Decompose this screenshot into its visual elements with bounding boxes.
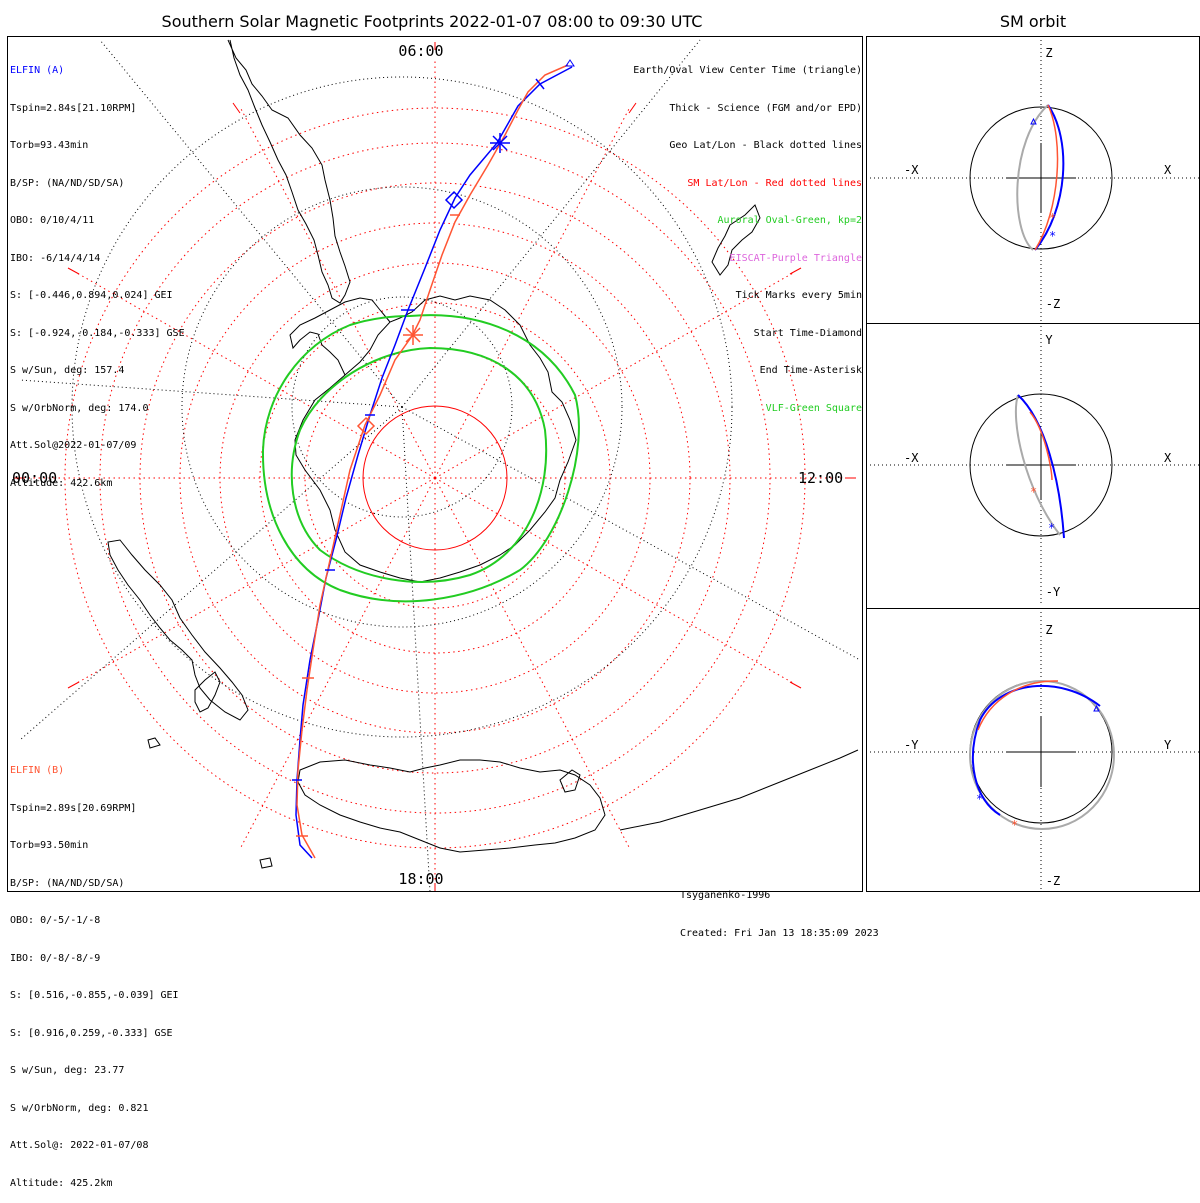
- panel-yz-left-label: -Y: [904, 738, 919, 752]
- view-center-triangle: [565, 59, 575, 67]
- sm-orbit-title: SM orbit: [999, 12, 1067, 31]
- elfin-a-line: IBO: -6/14/4/14: [10, 252, 101, 264]
- islands-coastline: [619, 749, 859, 831]
- elfin-a-line: Altitude: 422.6km: [10, 477, 113, 489]
- legend-item: Geo Lat/Lon - Black dotted lines: [669, 140, 862, 151]
- elfin-b-line: Altitude: 425.2km: [10, 1177, 113, 1189]
- elfin-a-line: Att.Sol@2022-01-07/09: [10, 440, 137, 451]
- legend-item: Thick - Science (FGM and/or EPD): [669, 102, 862, 114]
- elfin-a-line: Tspin=2.84s[21.10RPM]: [10, 102, 137, 114]
- plot-canvas: 06:00 00:00 12:00 18:00 * * Z -Z -X X * …: [12, 39, 1200, 891]
- svg-text:*: *: [1049, 229, 1056, 243]
- elfin-b-line: S w/OrbNorm, deg: 0.821: [10, 1102, 149, 1114]
- elfin-a-line: S w/OrbNorm, deg: 174.0: [10, 402, 149, 414]
- geo-grid: [19, 39, 861, 891]
- south-america-coastline: [227, 39, 351, 304]
- panel-xz-bottom-label: -Z: [1046, 297, 1060, 311]
- elfin-b-line: S: [0.916,0.259,-0.333] GSE: [10, 1027, 173, 1039]
- orbit-panel-yz: * *: [866, 612, 1200, 890]
- sm-meridians: [20, 60, 850, 891]
- panel-xy-left-label: -X: [904, 451, 919, 465]
- elfin-a-line: S w/Sun, deg: 157.4: [10, 365, 125, 376]
- panel-xz-right-label: X: [1164, 163, 1172, 177]
- auroral-oval-inner: [290, 346, 548, 583]
- credit-block: Tsyganenko-1996 Created: Fri Jan 13 18:3…: [680, 865, 879, 953]
- panel-xy-right-label: X: [1164, 451, 1172, 465]
- legend-item: Tick Marks every 5min: [735, 290, 862, 301]
- elfin-a-tick-marks: [292, 78, 545, 781]
- panel-yz-bottom-label: -Z: [1046, 874, 1060, 888]
- legend-item: VLF-Green Square: [765, 402, 862, 414]
- sm-inner-circle: [362, 405, 508, 551]
- elfin-a-line: S: [-0.446,0.894,0.024] GEI: [10, 290, 173, 301]
- mlt-label-bottom: 18:00: [398, 870, 443, 888]
- svg-text:*: *: [1049, 211, 1056, 225]
- elfin-b-line: S: [0.516,-0.855,-0.039] GEI: [10, 990, 179, 1001]
- southern-islands: [147, 737, 273, 869]
- tasmania-coastline: [559, 769, 581, 793]
- elfin-b-line: Torb=93.50min: [10, 840, 89, 851]
- svg-text:*: *: [976, 792, 983, 806]
- legend-item: End Time-Asterisk: [759, 365, 862, 376]
- elfin-a-line: OBO: 0/10/4/11: [10, 215, 95, 226]
- elfin-b-tick-marks: [296, 214, 460, 837]
- legend-item: EISCAT-Purple Triangle: [729, 252, 862, 264]
- elfin-a-line: Torb=93.43min: [10, 140, 89, 151]
- map-legend: Earth/Oval View Center Time (triangle) T…: [633, 40, 862, 428]
- panel-yz-top-label: Z: [1045, 623, 1052, 637]
- elfin-b-line: OBO: 0/-5/-1/-8: [10, 915, 101, 926]
- legend-item: Auroral Oval-Green, kp=2: [717, 215, 863, 226]
- sm-outer-ticks: [14, 42, 856, 891]
- elfin-a-info: ELFIN (A) Tspin=2.84s[21.10RPM] Torb=93.…: [10, 40, 185, 503]
- panel-xz-left-label: -X: [904, 163, 919, 177]
- orbit-panel-xz: * *: [866, 40, 1200, 322]
- elfin-b-start-diamond: [356, 416, 376, 436]
- elfin-a-end-asterisk: [490, 133, 510, 153]
- mlt-label-top: 06:00: [398, 42, 443, 60]
- elfin-b-name: ELFIN (B): [10, 765, 65, 776]
- credit-created: Created: Fri Jan 13 18:35:09 2023: [680, 927, 879, 939]
- footprint-map-frame: [7, 36, 863, 892]
- elfin-b-info: ELFIN (B) Tspin=2.89s[20.69RPM] Torb=93.…: [10, 740, 179, 1203]
- elfin-b-line: B/SP: (NA/ND/SD/SA): [10, 877, 125, 889]
- elfin-b-line: IBO: 0/-8/-8/-9: [10, 952, 101, 964]
- elfin-a-name: ELFIN (A): [10, 65, 65, 76]
- australia-coastline: [297, 759, 606, 853]
- africa-coastline: [107, 539, 249, 721]
- legend-item: Start Time-Diamond: [753, 327, 862, 339]
- elfin-b-end-asterisk: [403, 325, 423, 345]
- svg-text:*: *: [1011, 818, 1018, 832]
- panel-xy-bottom-label: -Y: [1046, 585, 1061, 599]
- elfin-b-line: Att.Sol@: 2022-01-07/08: [10, 1140, 149, 1151]
- elfin-a-line: S: [-0.924,-0.184,-0.333] GSE: [10, 327, 185, 339]
- elfin-a-line: B/SP: (NA/ND/SD/SA): [10, 177, 125, 189]
- panel-xz-top-label: Z: [1045, 46, 1052, 60]
- madagascar-coastline: [194, 671, 221, 713]
- credit-model: Tsyganenko-1996: [680, 890, 771, 901]
- antarctica-coastline: [294, 295, 577, 583]
- legend-item: SM Lat/Lon - Red dotted lines: [687, 177, 862, 189]
- plot-title: Southern Solar Magnetic Footprints 2022-…: [161, 12, 703, 31]
- panel-yz-right-label: Y: [1164, 738, 1172, 752]
- panel-xy-top-label: Y: [1045, 333, 1053, 347]
- eastern-coastline: [711, 204, 761, 276]
- elfin-b-line: Tspin=2.89s[20.69RPM]: [10, 802, 137, 814]
- svg-text:*: *: [1030, 485, 1037, 499]
- auroral-oval-outer: [261, 314, 580, 603]
- mlt-label-left: 00:00: [12, 469, 57, 487]
- elfin-b-line: S w/Sun, deg: 23.77: [10, 1065, 125, 1076]
- footprint-map: [14, 39, 861, 891]
- mlt-label-right: 12:00: [798, 469, 843, 487]
- svg-text:*: *: [1048, 521, 1055, 535]
- elfin-b-track: [296, 64, 569, 859]
- orbit-panel-xy: * *: [866, 326, 1200, 606]
- legend-item: Earth/Oval View Center Time (triangle): [633, 65, 862, 76]
- elfin-a-start-diamond: [444, 190, 464, 210]
- antarctic-peninsula: [289, 297, 391, 376]
- elfin-a-track: [295, 66, 573, 859]
